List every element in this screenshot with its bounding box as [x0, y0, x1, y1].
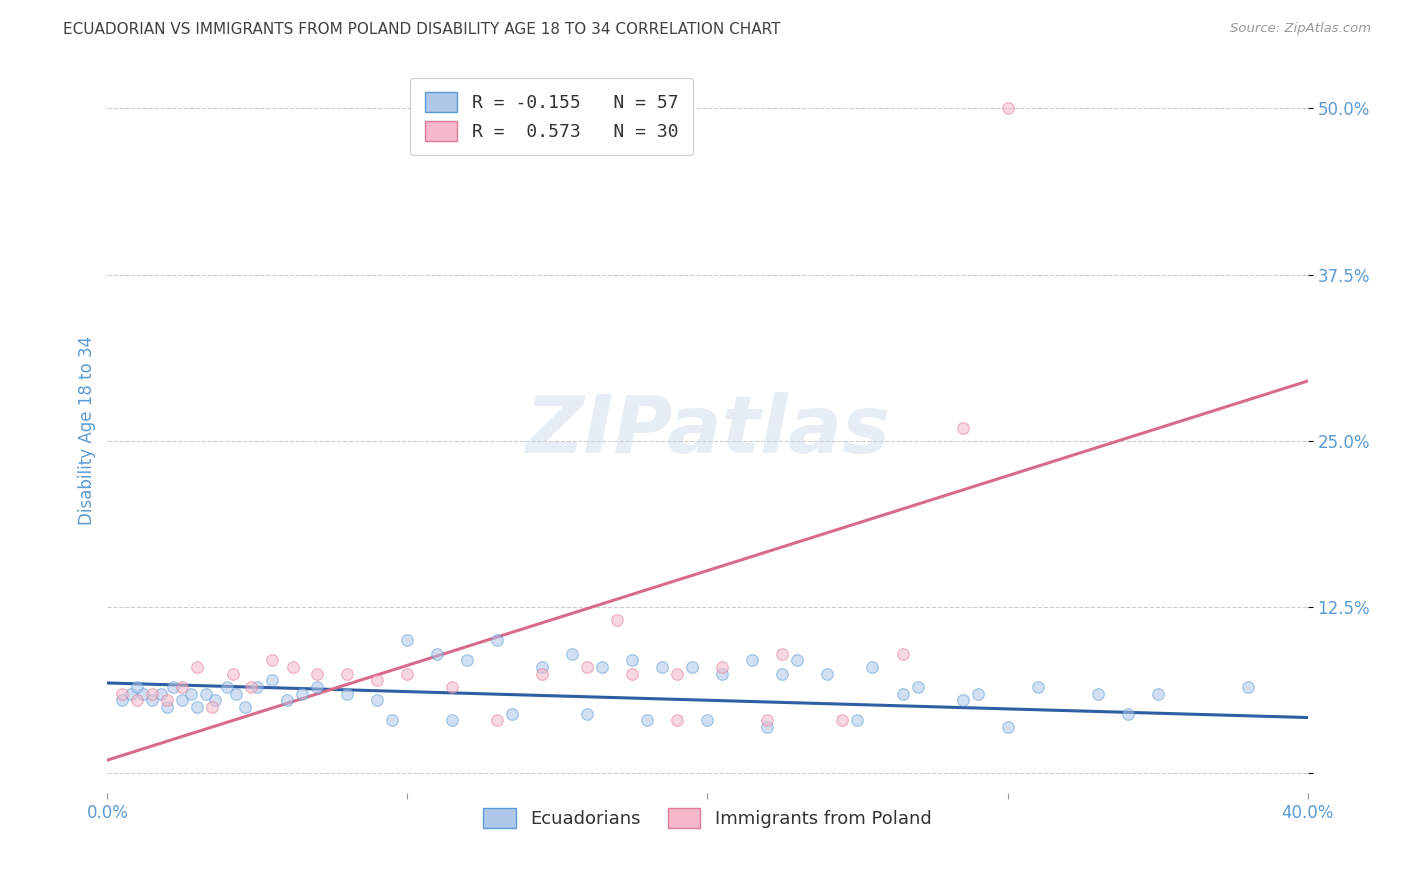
Point	[186, 699, 208, 714]
Point	[396, 633, 419, 648]
Point	[1116, 706, 1139, 721]
Point	[966, 687, 988, 701]
Point	[576, 660, 599, 674]
Point	[441, 680, 464, 694]
Point	[997, 720, 1019, 734]
Point	[156, 693, 179, 707]
Point	[172, 680, 194, 694]
Point	[441, 713, 464, 727]
Point	[156, 699, 179, 714]
Point	[576, 706, 599, 721]
Point	[336, 687, 359, 701]
Point	[711, 666, 734, 681]
Point	[952, 693, 974, 707]
Point	[180, 687, 202, 701]
Point	[186, 660, 208, 674]
Point	[621, 653, 644, 667]
Point	[225, 687, 247, 701]
Point	[366, 673, 388, 688]
Point	[817, 666, 839, 681]
Point	[862, 660, 884, 674]
Point	[150, 687, 173, 701]
Point	[531, 660, 554, 674]
Point	[651, 660, 673, 674]
Point	[127, 693, 149, 707]
Point	[127, 680, 149, 694]
Point	[141, 687, 163, 701]
Point	[531, 666, 554, 681]
Point	[307, 666, 329, 681]
Point	[195, 687, 218, 701]
Point	[907, 680, 929, 694]
Point	[235, 699, 257, 714]
Point	[111, 693, 134, 707]
Point	[456, 653, 478, 667]
Point	[262, 653, 284, 667]
Point	[381, 713, 404, 727]
Point	[666, 666, 689, 681]
Point	[741, 653, 763, 667]
Point	[621, 666, 644, 681]
Point	[772, 647, 794, 661]
Point	[756, 720, 779, 734]
Point	[711, 660, 734, 674]
Point	[1236, 680, 1258, 694]
Point	[501, 706, 523, 721]
Point	[172, 693, 194, 707]
Point	[426, 647, 449, 661]
Point	[366, 693, 388, 707]
Point	[396, 666, 419, 681]
Point	[591, 660, 613, 674]
Point	[240, 680, 263, 694]
Point	[291, 687, 314, 701]
Point	[696, 713, 718, 727]
Point	[952, 420, 974, 434]
Point	[1026, 680, 1049, 694]
Point	[666, 713, 689, 727]
Point	[201, 699, 224, 714]
Point	[162, 680, 184, 694]
Point	[756, 713, 779, 727]
Point	[222, 666, 245, 681]
Text: ZIPatlas: ZIPatlas	[524, 392, 890, 470]
Point	[891, 647, 914, 661]
Point	[141, 693, 163, 707]
Point	[246, 680, 269, 694]
Point	[307, 680, 329, 694]
Point	[262, 673, 284, 688]
Point	[217, 680, 239, 694]
Point	[276, 693, 298, 707]
Point	[772, 666, 794, 681]
Point	[111, 687, 134, 701]
Point	[283, 660, 305, 674]
Point	[561, 647, 583, 661]
Point	[486, 633, 509, 648]
Point	[846, 713, 869, 727]
Point	[891, 687, 914, 701]
Point	[997, 102, 1019, 116]
Y-axis label: Disability Age 18 to 34: Disability Age 18 to 34	[79, 336, 96, 525]
Point	[204, 693, 226, 707]
Point	[120, 687, 142, 701]
Point	[786, 653, 808, 667]
Point	[606, 614, 628, 628]
Text: Source: ZipAtlas.com: Source: ZipAtlas.com	[1230, 22, 1371, 36]
Point	[636, 713, 658, 727]
Point	[1087, 687, 1109, 701]
Point	[132, 687, 155, 701]
Point	[831, 713, 853, 727]
Legend: Ecuadorians, Immigrants from Poland: Ecuadorians, Immigrants from Poland	[477, 801, 939, 835]
Point	[682, 660, 704, 674]
Point	[486, 713, 509, 727]
Text: ECUADORIAN VS IMMIGRANTS FROM POLAND DISABILITY AGE 18 TO 34 CORRELATION CHART: ECUADORIAN VS IMMIGRANTS FROM POLAND DIS…	[63, 22, 780, 37]
Point	[1146, 687, 1168, 701]
Point	[336, 666, 359, 681]
